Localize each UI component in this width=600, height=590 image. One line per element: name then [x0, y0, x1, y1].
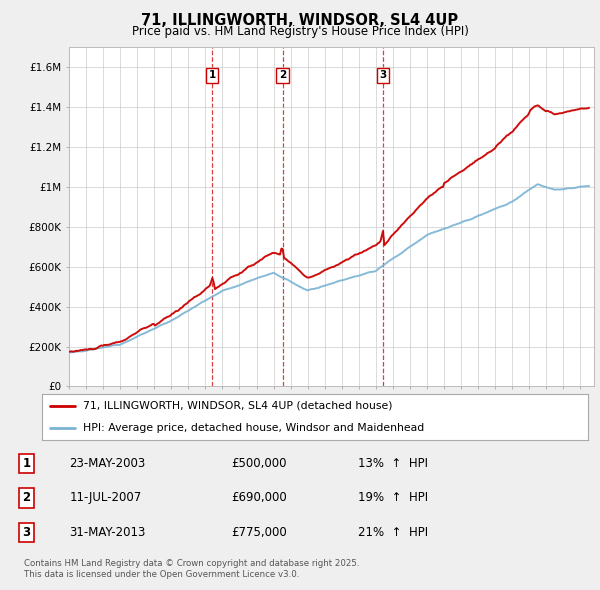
Text: 2: 2 — [279, 70, 286, 80]
Text: 21%  ↑  HPI: 21% ↑ HPI — [358, 526, 428, 539]
Text: £775,000: £775,000 — [231, 526, 287, 539]
Text: This data is licensed under the Open Government Licence v3.0.: This data is licensed under the Open Gov… — [24, 570, 299, 579]
Text: 3: 3 — [379, 70, 386, 80]
Text: Price paid vs. HM Land Registry's House Price Index (HPI): Price paid vs. HM Land Registry's House … — [131, 25, 469, 38]
Text: 1: 1 — [22, 457, 31, 470]
Text: £690,000: £690,000 — [231, 491, 287, 504]
Text: £500,000: £500,000 — [231, 457, 286, 470]
Text: 71, ILLINGWORTH, WINDSOR, SL4 4UP: 71, ILLINGWORTH, WINDSOR, SL4 4UP — [142, 13, 458, 28]
Text: 1: 1 — [208, 70, 215, 80]
Text: 11-JUL-2007: 11-JUL-2007 — [70, 491, 142, 504]
Text: 19%  ↑  HPI: 19% ↑ HPI — [358, 491, 428, 504]
Text: HPI: Average price, detached house, Windsor and Maidenhead: HPI: Average price, detached house, Wind… — [83, 423, 424, 433]
Text: 31-MAY-2013: 31-MAY-2013 — [70, 526, 146, 539]
Text: 23-MAY-2003: 23-MAY-2003 — [70, 457, 146, 470]
Text: 13%  ↑  HPI: 13% ↑ HPI — [358, 457, 428, 470]
Text: Contains HM Land Registry data © Crown copyright and database right 2025.: Contains HM Land Registry data © Crown c… — [24, 559, 359, 568]
Text: 71, ILLINGWORTH, WINDSOR, SL4 4UP (detached house): 71, ILLINGWORTH, WINDSOR, SL4 4UP (detac… — [83, 401, 392, 411]
Text: 2: 2 — [22, 491, 31, 504]
Text: 3: 3 — [22, 526, 31, 539]
